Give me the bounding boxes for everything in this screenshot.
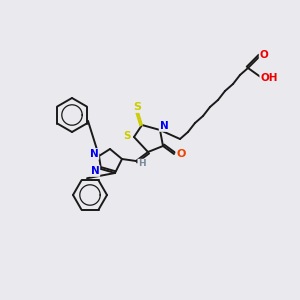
Text: O: O — [260, 50, 268, 60]
Text: O: O — [176, 149, 186, 159]
Text: H: H — [138, 160, 146, 169]
Text: S: S — [133, 102, 141, 112]
Text: OH: OH — [260, 73, 278, 83]
Text: N: N — [160, 121, 168, 131]
Text: N: N — [91, 166, 99, 176]
Text: N: N — [90, 149, 98, 159]
Text: S: S — [123, 131, 131, 141]
